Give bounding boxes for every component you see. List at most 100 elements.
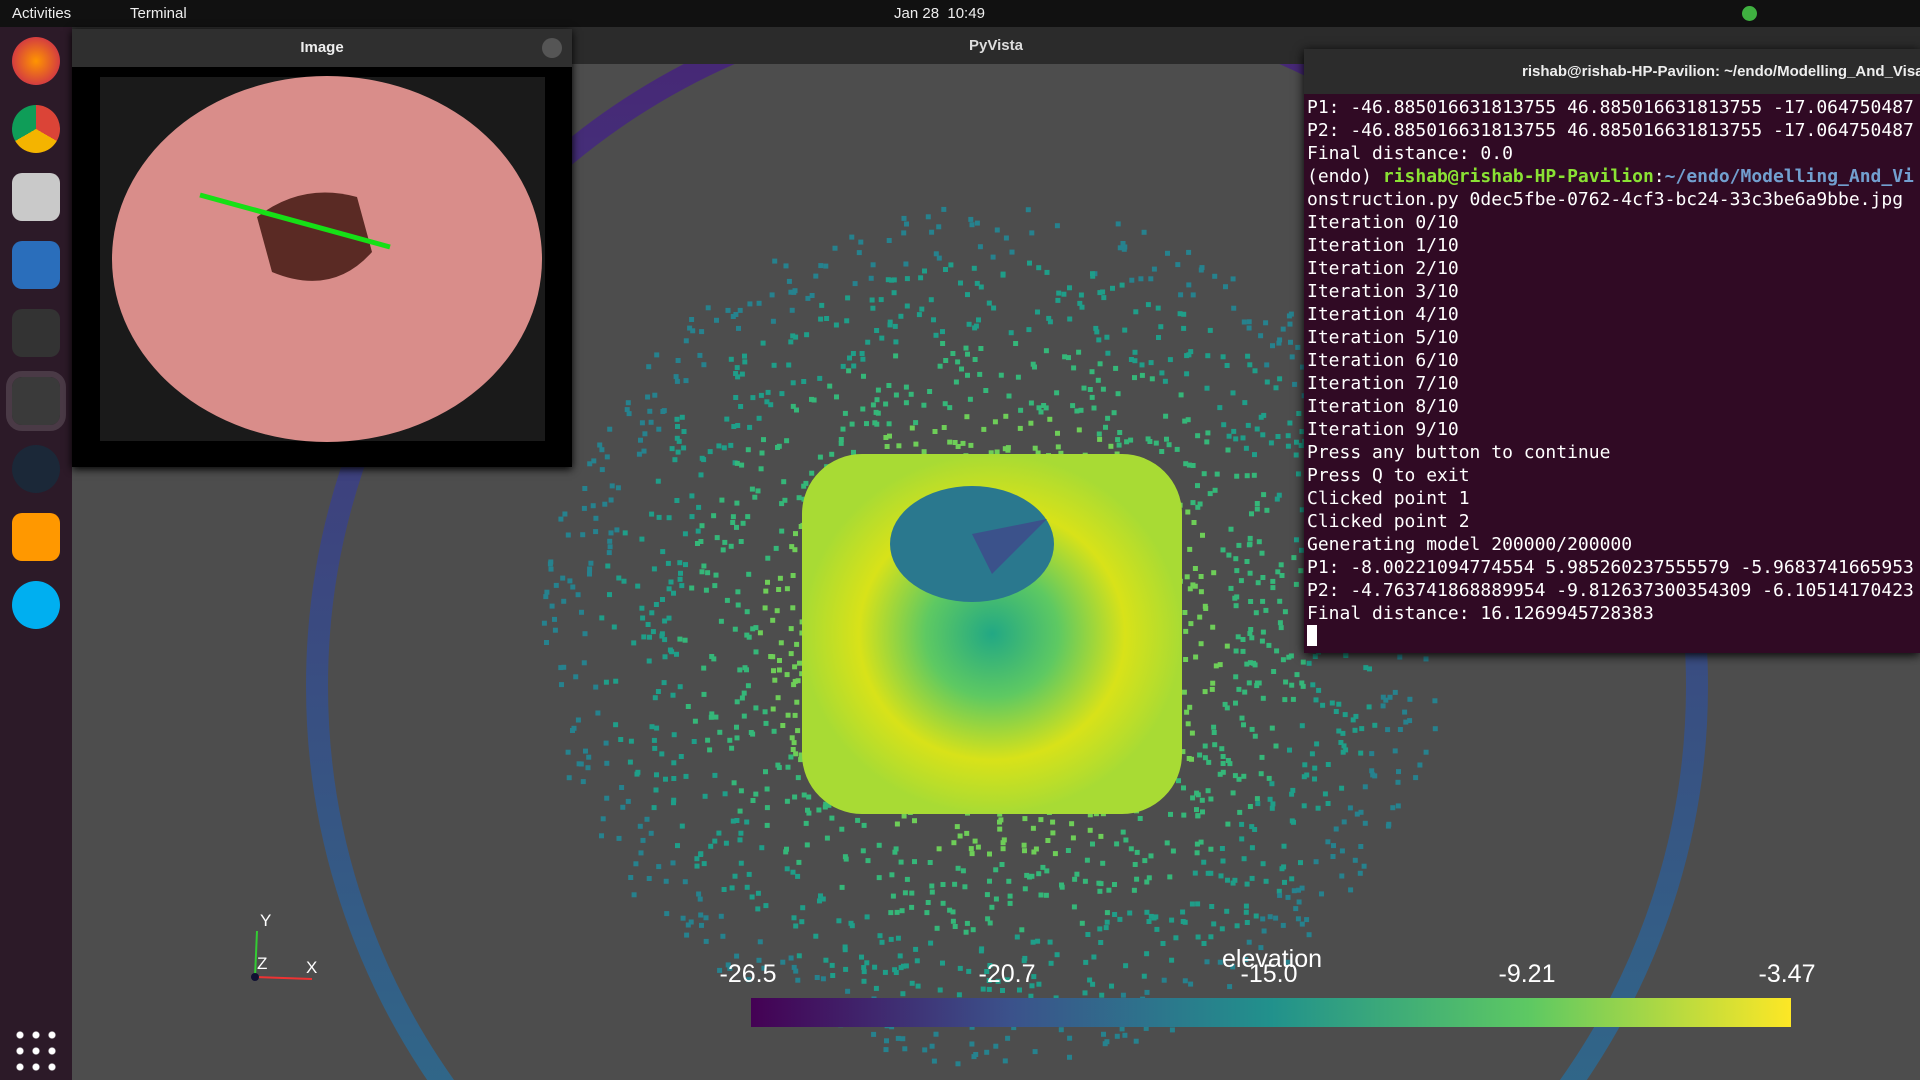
app-menu[interactable]: Terminal [130,5,187,22]
point [901,230,907,236]
point [1325,801,1331,806]
point [1232,595,1238,601]
point [1274,496,1280,502]
point [876,875,882,881]
point [1132,862,1138,867]
point [851,449,856,455]
point [972,357,978,362]
point [912,818,917,824]
point [1132,349,1138,355]
point [893,339,899,345]
point [1242,400,1248,406]
skype-icon[interactable] [12,581,60,629]
status-icon[interactable] [1742,6,1757,21]
point [1018,407,1024,413]
point [1202,755,1208,761]
point [1236,686,1242,692]
point [824,835,830,841]
terminal-title: rishab@rishab-HP-Pavilion: ~/endo/Modell… [1304,49,1920,94]
point [1043,405,1049,411]
point [655,689,661,694]
point [786,278,792,284]
point [628,738,634,744]
point [861,969,867,975]
point [788,651,794,657]
point [607,426,613,432]
point [560,575,566,581]
point [893,970,899,975]
point [753,791,759,797]
point [1254,680,1260,686]
chrome-icon[interactable] [12,105,60,153]
point [1286,313,1292,319]
point [699,922,704,928]
point [1200,809,1205,815]
point [1233,648,1239,654]
point [1352,727,1358,733]
activities-button[interactable]: Activities [12,5,72,22]
sublime-icon[interactable] [12,513,60,561]
point [1282,879,1287,885]
point [1208,934,1214,940]
point [1019,927,1025,933]
point [1239,836,1245,842]
point [659,751,665,757]
files-icon[interactable] [12,173,60,221]
point [1036,405,1042,411]
point [1195,934,1201,940]
point [839,826,845,832]
point [823,801,829,807]
point [1270,343,1275,349]
point [765,555,771,561]
point [879,939,885,945]
point [1193,654,1199,660]
point [653,787,659,793]
point [639,605,645,611]
point [1148,360,1154,366]
point [1048,960,1054,966]
point [721,887,727,892]
point [1100,386,1106,392]
point [1052,851,1058,857]
point [864,421,869,427]
steam-icon[interactable] [12,445,60,493]
clock[interactable]: Jan 28 10:49 [894,5,985,22]
point [746,977,752,983]
point [1259,754,1265,760]
point [765,579,770,585]
point [1220,547,1226,553]
point [1208,846,1214,852]
point [1256,539,1262,545]
point [965,372,970,378]
point [695,528,701,534]
point [1336,728,1342,734]
point [790,605,796,611]
point [1123,963,1129,969]
point [737,808,743,814]
point [1242,689,1248,695]
point [742,359,748,365]
point [720,933,726,939]
firefox-icon[interactable] [12,37,60,85]
point [1194,790,1200,796]
point [1226,433,1232,439]
point [1144,909,1150,915]
close-button[interactable] [542,38,562,58]
point [909,980,915,986]
point [1211,730,1217,735]
app-grid[interactable] [12,1027,60,1075]
point [804,332,810,338]
point [1183,628,1189,634]
point [968,846,974,852]
point [570,584,576,590]
writer-icon[interactable] [12,241,60,289]
terminal-icon[interactable] [6,371,66,431]
point [737,307,743,313]
point [1123,837,1129,843]
monitor-icon[interactable] [12,309,60,357]
point [1306,932,1312,938]
point [732,626,738,632]
point [796,953,802,959]
point [734,460,740,466]
point [677,684,683,690]
